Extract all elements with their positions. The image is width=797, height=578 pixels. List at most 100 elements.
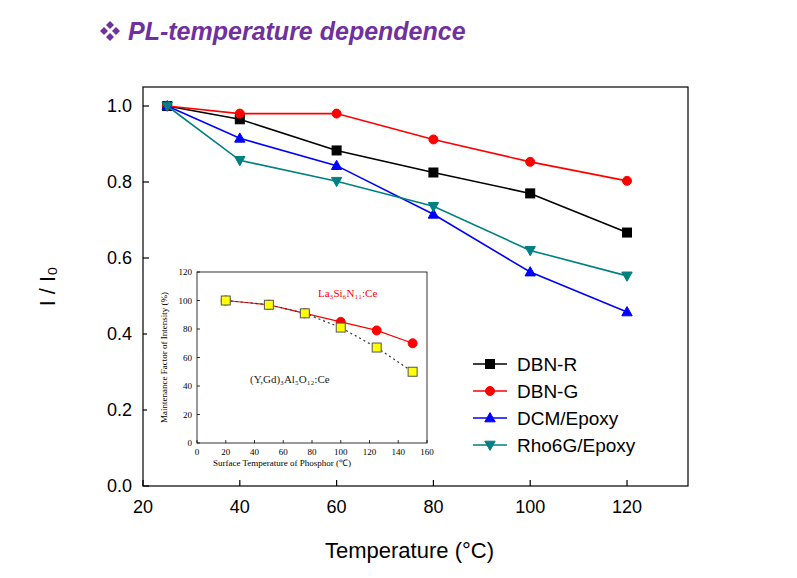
y-tick: [197, 357, 200, 358]
x-tick-label: 80: [308, 447, 318, 457]
x-tick: [142, 480, 143, 486]
x-axis-title: Temperature (°C): [325, 538, 494, 563]
data-point: [408, 367, 417, 376]
data-point: [623, 176, 632, 185]
legend-label: DBN-G: [517, 381, 578, 402]
y-tick-label: 40: [183, 381, 193, 391]
series-line: [167, 106, 627, 181]
data-point: [300, 309, 309, 318]
series-label: La₃Si₆N₁₁:Ce: [318, 287, 377, 299]
data-point: [162, 102, 172, 111]
legend-marker: [486, 387, 495, 396]
y-tick: [143, 257, 149, 258]
x-tick-label: 20: [133, 497, 153, 517]
series-line: [226, 301, 413, 344]
x-tick-label: 60: [279, 447, 289, 457]
y-tick-label: 0.6: [107, 248, 132, 268]
x-tick: [197, 440, 198, 443]
inset-background: [147, 264, 437, 476]
data-point: [622, 272, 632, 281]
y-tick: [197, 386, 200, 387]
data-point: [235, 133, 245, 142]
x-axis-title: Surface Temperature of Phosphor (℃): [213, 458, 351, 468]
series-line: [226, 301, 413, 372]
y-axis-title: Maintenance Factor of Intensity (%): [159, 292, 169, 423]
data-point: [221, 296, 230, 305]
x-tick: [340, 440, 341, 443]
x-tick-label: 80: [423, 497, 443, 517]
data-point: [332, 109, 341, 118]
data-point: [221, 296, 230, 305]
x-tick: [427, 440, 428, 443]
y-tick: [143, 105, 149, 106]
y-tick: [197, 329, 200, 330]
y-tick-label: 120: [179, 267, 193, 277]
y-tick-label: 0.2: [107, 400, 132, 420]
x-tick-label: 140: [392, 447, 406, 457]
data-point: [408, 339, 417, 348]
legend-marker: [485, 413, 495, 422]
x-tick-label: 120: [363, 447, 377, 457]
y-tick-label: 0.0: [107, 476, 132, 496]
data-point: [372, 343, 381, 352]
x-tick: [336, 480, 337, 486]
x-tick: [433, 480, 434, 486]
x-tick-label: 60: [327, 497, 347, 517]
data-point: [622, 307, 632, 316]
y-tick-label: 60: [183, 353, 193, 363]
x-tick-label: 160: [420, 447, 434, 457]
inset-chart: 020406080100120140160020406080100120Surf…: [147, 264, 437, 476]
x-tick: [530, 480, 531, 486]
y-tick-label: 20: [183, 410, 193, 420]
y-tick: [143, 485, 149, 486]
page: 20 40 60 80 100 120 0.0 0.2 0.4 0.6 0.8 1.0 Temperat…: [0, 0, 797, 578]
x-tick-label: 100: [334, 447, 348, 457]
data-point: [525, 267, 535, 276]
data-point: [331, 177, 341, 186]
x-tick: [398, 440, 399, 443]
x-tick: [283, 440, 284, 443]
title-bullet: [100, 21, 120, 41]
data-point: [300, 309, 309, 318]
y-tick-label: 0.8: [107, 172, 132, 192]
chart-title: PL-temperature dependence: [128, 17, 466, 45]
x-tick: [312, 440, 313, 443]
y-tick-label: 1.0: [107, 96, 132, 116]
data-point: [332, 146, 341, 155]
y-tick-label: 80: [183, 324, 193, 334]
x-tick-label: 40: [250, 447, 260, 457]
data-point: [428, 202, 438, 211]
x-tick: [239, 480, 240, 486]
y-tick: [197, 300, 200, 301]
x-tick-label: 100: [515, 497, 545, 517]
legend-label: DBN-R: [517, 354, 577, 375]
y-tick-label: 0: [188, 438, 193, 448]
legend-label: Rho6G/Epoxy: [517, 435, 636, 456]
plot-frame: [143, 87, 688, 486]
x-tick-label: 20: [221, 447, 231, 457]
series-line: [167, 106, 627, 276]
data-point: [623, 228, 632, 237]
y-axis-title: I / I₀: [35, 267, 60, 307]
main-chart: 20 40 60 80 100 120 0.0 0.2 0.4 0.6 0.8 1.0 Temperat…: [35, 87, 688, 563]
data-point: [526, 157, 535, 166]
legend-label: DCM/Epoxy: [517, 408, 619, 429]
data-point: [331, 160, 341, 169]
data-point: [429, 135, 438, 144]
series-line: [167, 106, 627, 233]
x-tick-label: 0: [195, 447, 200, 457]
plot-data: [221, 296, 417, 376]
x-tick: [626, 480, 627, 486]
y-tick-label: 0.4: [107, 324, 132, 344]
data-point: [235, 109, 244, 118]
x-tick: [369, 440, 370, 443]
y-tick: [143, 181, 149, 182]
data-point: [264, 300, 273, 309]
data-point: [235, 157, 245, 166]
data-point: [429, 168, 438, 177]
legend-marker: [485, 441, 495, 450]
data-point: [372, 326, 381, 335]
x-tick: [225, 440, 226, 443]
data-point: [526, 189, 535, 198]
data-point: [525, 247, 535, 256]
